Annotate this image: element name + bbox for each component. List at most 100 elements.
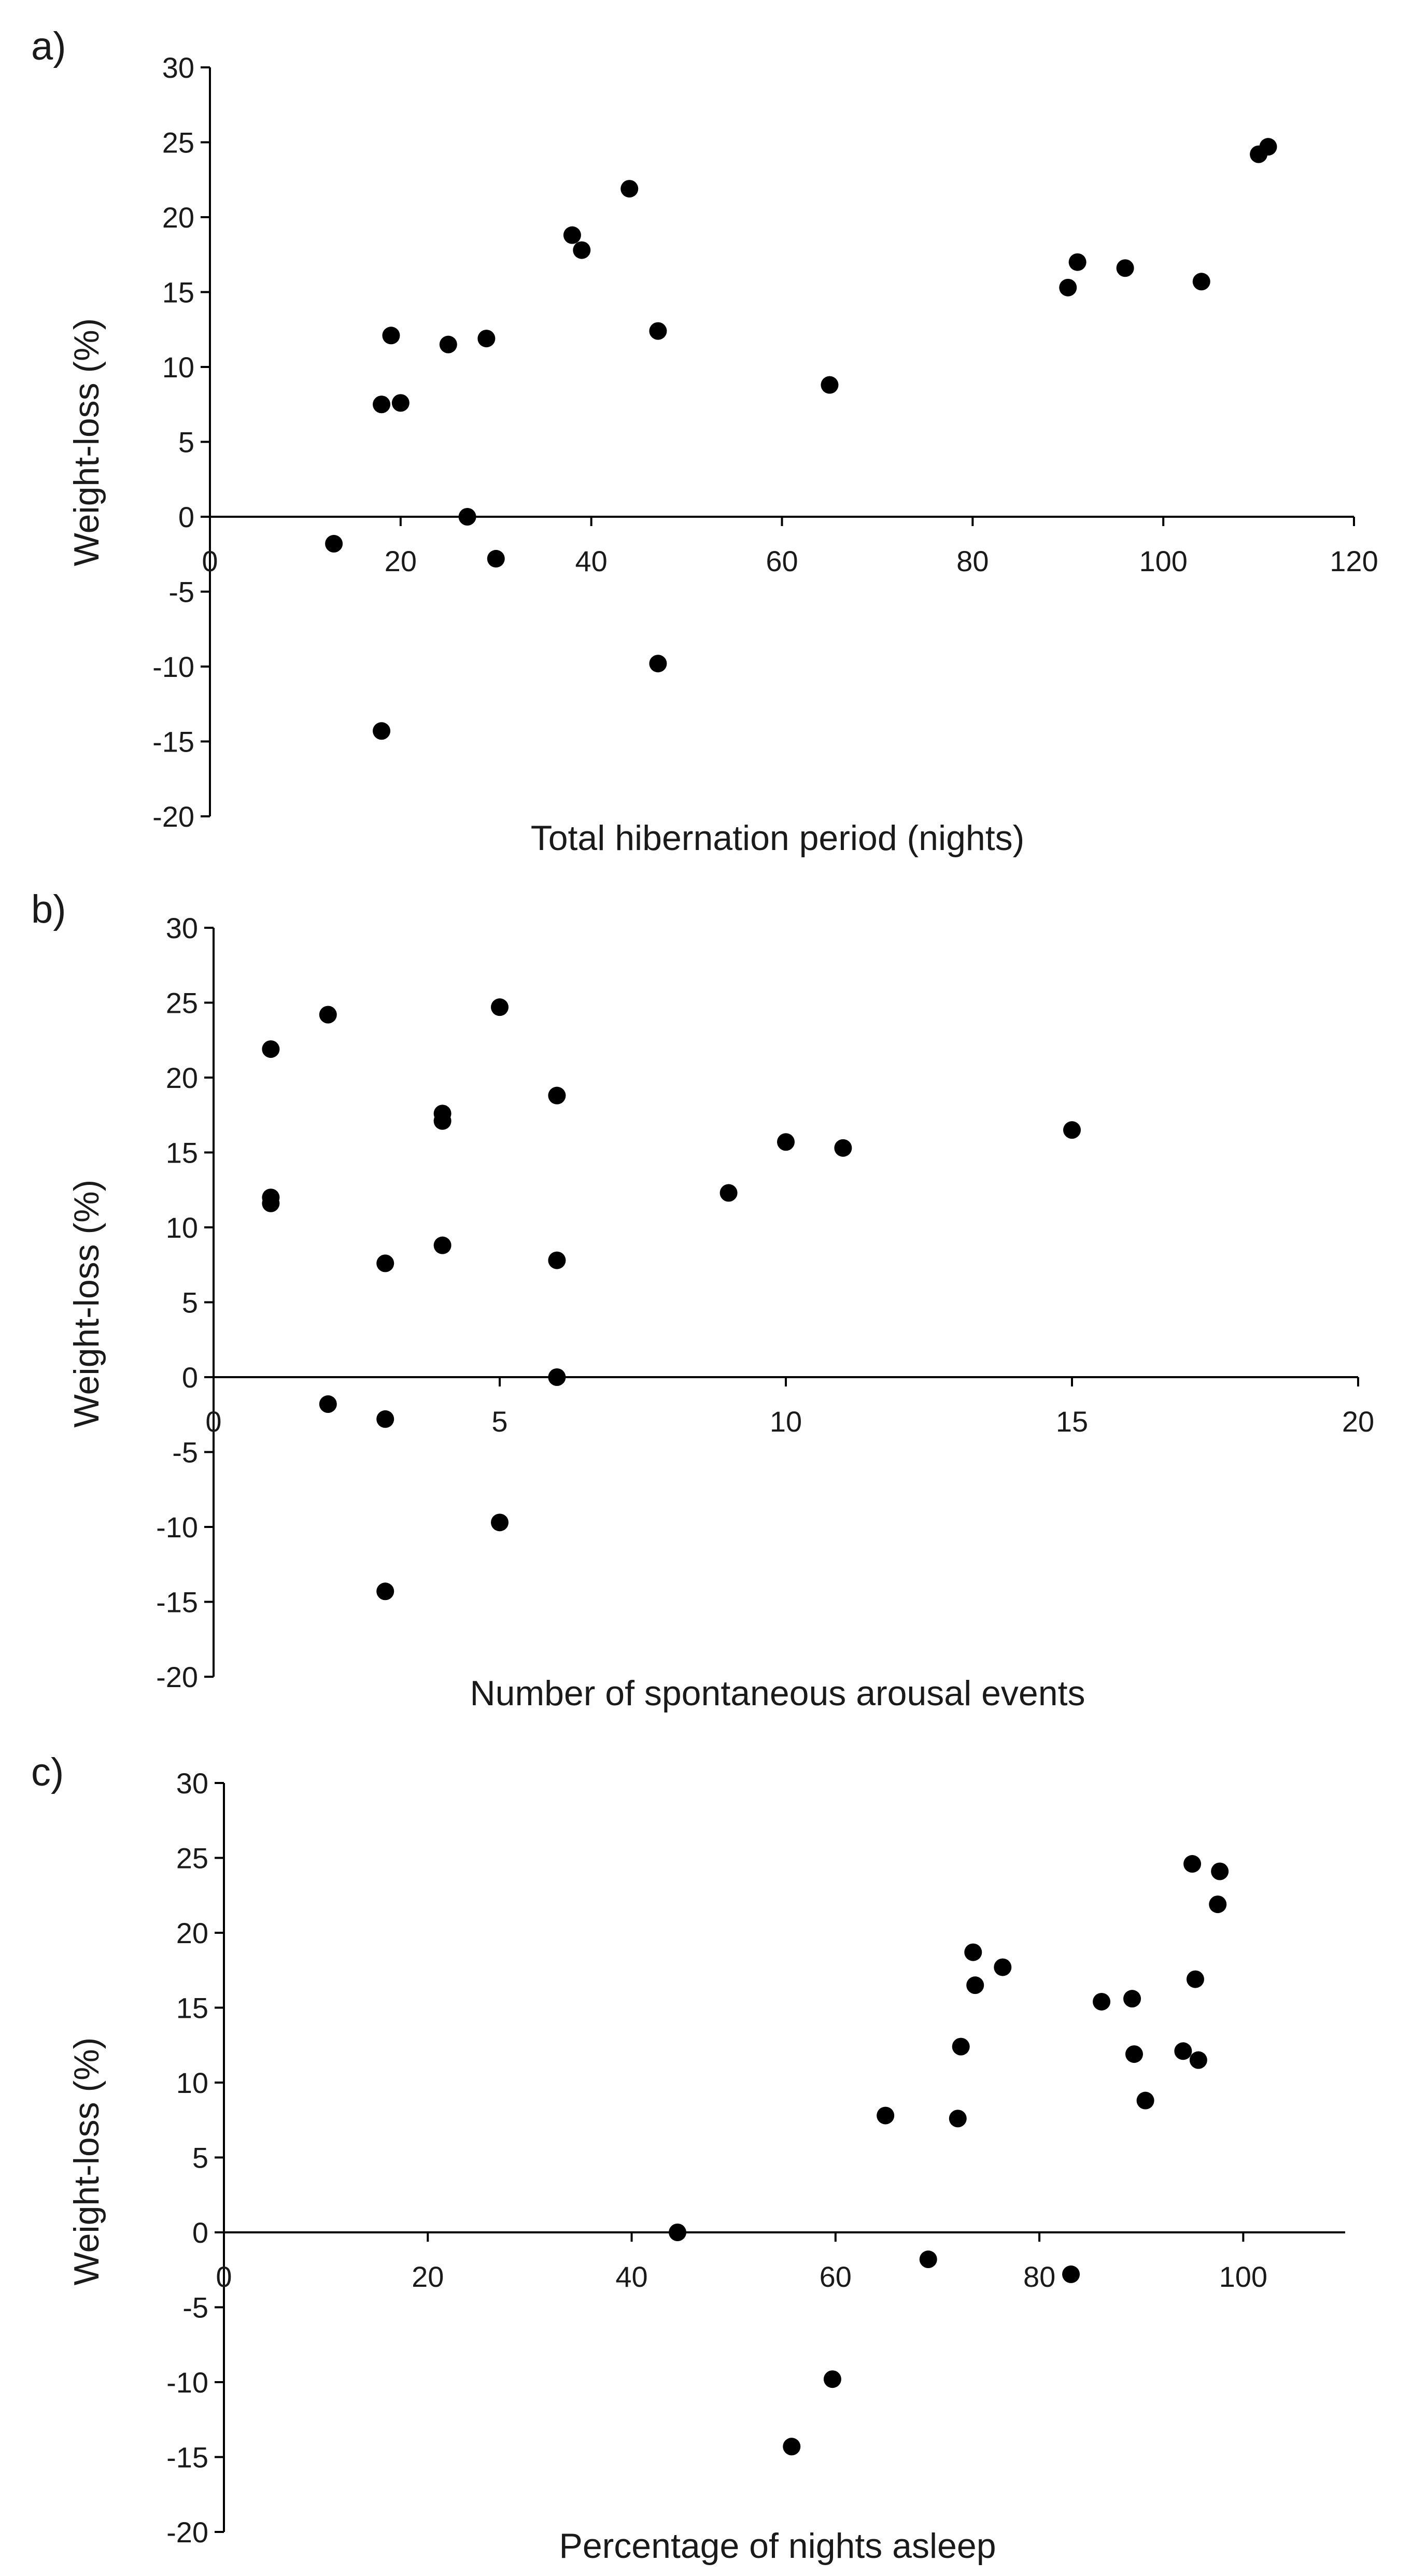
y-tick-label-c: -10 (166, 2366, 208, 2399)
x-axis-title-c: Percentage of nights asleep (559, 2526, 996, 2566)
x-axis-b: 0 5 10 15 20 (205, 1376, 1374, 1438)
scatter-point-c (1174, 2042, 1192, 2060)
y-tick-label-c: 30 (176, 1767, 208, 1800)
y-tick-label-c: 10 (176, 2067, 208, 2099)
scatter-point-c (919, 2251, 937, 2269)
y-tick-label-a: 20 (162, 201, 194, 234)
y-axis-b: -20 -15 -10 -5 0 5 10 15 20 25 30 (156, 912, 215, 1693)
y-axis-c: -20 -15 -10 -5 0 5 10 15 20 25 30 (166, 1767, 225, 2549)
y-axis-title-b: Weight-loss (%) (67, 1180, 106, 1428)
y-tick-label-b: -20 (156, 1661, 198, 1693)
y-tick-label-b: 15 (166, 1137, 198, 1169)
y-tick-label-a: -15 (152, 726, 194, 758)
y-tick-label-a: 5 (178, 426, 194, 459)
scatter-point-c (952, 2037, 970, 2056)
panel-label-b: b) (31, 887, 66, 931)
scatter-point-a (391, 394, 410, 412)
y-tick-label-a: -20 (152, 800, 194, 833)
scatter-point-b (376, 1582, 394, 1601)
scatter-point-a (1259, 138, 1277, 156)
x-tick-label-a: 40 (575, 545, 608, 577)
scatter-point-c (1062, 2265, 1080, 2283)
x-tick-label-a: 60 (766, 545, 798, 577)
x-tick-label-c: 40 (615, 2260, 647, 2293)
scatter-point-b (491, 1513, 509, 1532)
x-tick-label-b: 15 (1056, 1405, 1088, 1438)
y-tick-label-a: 0 (178, 501, 194, 533)
scatter-point-b (1063, 1121, 1081, 1139)
panel-c: c) Weight-loss (%) Percentage of nights … (31, 1750, 1345, 2566)
y-tick-label-b: 30 (166, 912, 198, 944)
x-tick-label-b: 20 (1342, 1405, 1374, 1438)
x-tick-label-a: 100 (1139, 545, 1187, 577)
scatter-point-c (1136, 2091, 1154, 2110)
y-tick-label-a: -5 (168, 576, 194, 608)
y-tick-label-b: 0 (182, 1361, 198, 1394)
scatter-point-c (964, 1943, 982, 1961)
scatter-point-b (376, 1410, 394, 1428)
scatter-point-a (573, 241, 591, 259)
x-tick-label-a: 0 (202, 545, 218, 577)
scatter-point-c (783, 2438, 801, 2456)
scatter-point-a (373, 395, 391, 414)
scatter-point-b (433, 1236, 451, 1254)
x-tick-label-c: 100 (1219, 2260, 1267, 2293)
y-tick-label-c: -15 (166, 2441, 208, 2474)
panel-label-c: c) (31, 1750, 64, 1794)
y-tick-label-b: 5 (182, 1286, 198, 1319)
scatter-point-c (1209, 1895, 1227, 1914)
x-axis-a: 0 20 40 60 80 100 120 (202, 516, 1378, 577)
y-axis-title-a: Weight-loss (%) (67, 318, 106, 567)
scatter-point-a (373, 722, 391, 740)
scatter-point-c (949, 2110, 967, 2128)
scatter-point-a (439, 335, 457, 353)
scatter-point-b (376, 1254, 394, 1272)
y-tick-label-c: 15 (176, 1992, 208, 2025)
y-tick-label-a: 10 (162, 351, 194, 384)
scatter-point-a (821, 376, 839, 394)
x-tick-label-c: 80 (1023, 2260, 1055, 2293)
panel-label-a: a) (31, 24, 66, 68)
x-tick-label-b: 10 (770, 1405, 802, 1438)
scatter-point-b (491, 998, 509, 1016)
y-tick-label-c: 20 (176, 1917, 208, 1949)
scatter-point-b (548, 1368, 566, 1386)
x-tick-label-c: 0 (216, 2260, 232, 2293)
scatter-points-b (262, 998, 1081, 1601)
x-tick-label-b: 0 (205, 1405, 221, 1438)
y-tick-label-b: -5 (172, 1436, 198, 1469)
y-tick-label-a: 15 (162, 276, 194, 309)
x-tick-label-b: 5 (491, 1405, 507, 1438)
y-tick-label-a: -10 (152, 650, 194, 683)
scatter-point-b (719, 1184, 738, 1202)
scatter-point-c (966, 1976, 984, 1994)
y-tick-label-b: 20 (166, 1061, 198, 1094)
y-tick-label-a: 30 (162, 51, 194, 84)
scatter-point-b (319, 1395, 337, 1413)
scatter-point-c (1123, 1990, 1141, 2008)
scatter-point-a (487, 549, 505, 568)
scatter-point-c (1093, 1992, 1111, 2011)
scatter-point-a (1116, 259, 1134, 277)
y-tick-label-a: 25 (162, 126, 194, 159)
scatter-point-a (1059, 278, 1077, 296)
scatter-point-c (1186, 1970, 1204, 1988)
x-tick-label-c: 20 (412, 2260, 444, 2293)
panel-b: b) Weight-loss (%) Number of spontaneous… (31, 887, 1374, 1713)
scatter-points-c (669, 1855, 1229, 2456)
y-tick-label-c: 5 (192, 2142, 208, 2174)
y-tick-label-b: -15 (156, 1586, 198, 1619)
x-tick-label-c: 60 (820, 2260, 852, 2293)
scatter-point-c (1189, 2051, 1207, 2069)
y-tick-label-c: -5 (182, 2291, 208, 2324)
panel-a: a) Weight-loss (%) Total hibernation per… (31, 24, 1378, 858)
y-axis-title-c: Weight-loss (%) (67, 2037, 106, 2286)
y-tick-label-b: 10 (166, 1211, 198, 1244)
x-tick-label-a: 120 (1330, 545, 1378, 577)
scatter-point-a (325, 535, 343, 553)
scatter-point-c (994, 1958, 1012, 1976)
y-tick-label-b: 25 (166, 987, 198, 1020)
scatter-point-c (669, 2224, 687, 2241)
scatter-point-b (777, 1133, 795, 1151)
